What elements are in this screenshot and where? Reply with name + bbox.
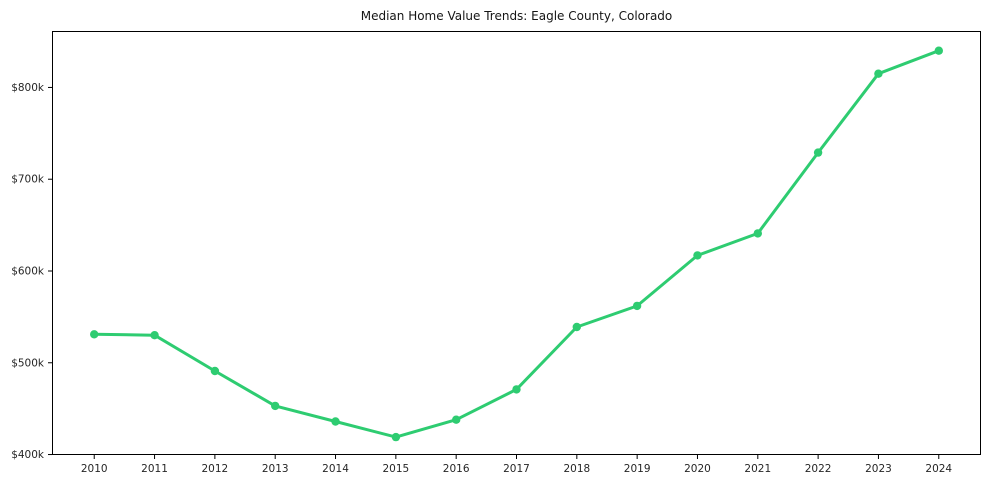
- data-point: [331, 417, 340, 426]
- data-point: [391, 432, 401, 442]
- trend-line: [92, 49, 941, 439]
- data-point: [512, 385, 521, 394]
- y-tick-label: $400k: [11, 449, 45, 461]
- x-tick-label: 2018: [563, 463, 590, 475]
- plot-border: [52, 31, 981, 455]
- data-point: [90, 330, 99, 339]
- y-tick-label: $700k: [11, 174, 45, 186]
- y-tick-label: $500k: [11, 357, 45, 369]
- data-point: [210, 366, 220, 376]
- x-tick-label: 2024: [925, 463, 952, 475]
- x-tick-label: 2023: [865, 463, 892, 475]
- data-point: [934, 46, 943, 55]
- data-point: [753, 229, 762, 238]
- data-point: [813, 148, 823, 157]
- data-point: [572, 322, 581, 332]
- x-tick-label: 2015: [382, 463, 409, 475]
- y-tick-label: $800k: [11, 82, 45, 94]
- data-point: [452, 415, 461, 424]
- data-point: [150, 331, 159, 340]
- x-tick-label: 2011: [141, 463, 168, 475]
- data-point: [874, 69, 883, 78]
- x-tick-label: 2020: [684, 463, 711, 475]
- x-tick-label: 2014: [322, 463, 349, 475]
- x-tick-label: 2010: [81, 463, 108, 475]
- data-point: [693, 251, 702, 260]
- chart-title: Median Home Value Trends: Eagle County, …: [360, 9, 673, 23]
- y-tick-label: $600k: [11, 265, 45, 277]
- x-tick-label: 2021: [744, 463, 771, 475]
- x-tick-label: 2013: [262, 463, 289, 475]
- x-tick-label: 2019: [624, 463, 651, 475]
- x-tick-label: 2022: [805, 463, 832, 475]
- x-tick-label: 2016: [443, 463, 470, 475]
- x-tick-label: 2012: [202, 463, 229, 475]
- data-point: [632, 301, 642, 311]
- x-tick-label: 2017: [503, 463, 530, 475]
- data-point: [271, 401, 280, 411]
